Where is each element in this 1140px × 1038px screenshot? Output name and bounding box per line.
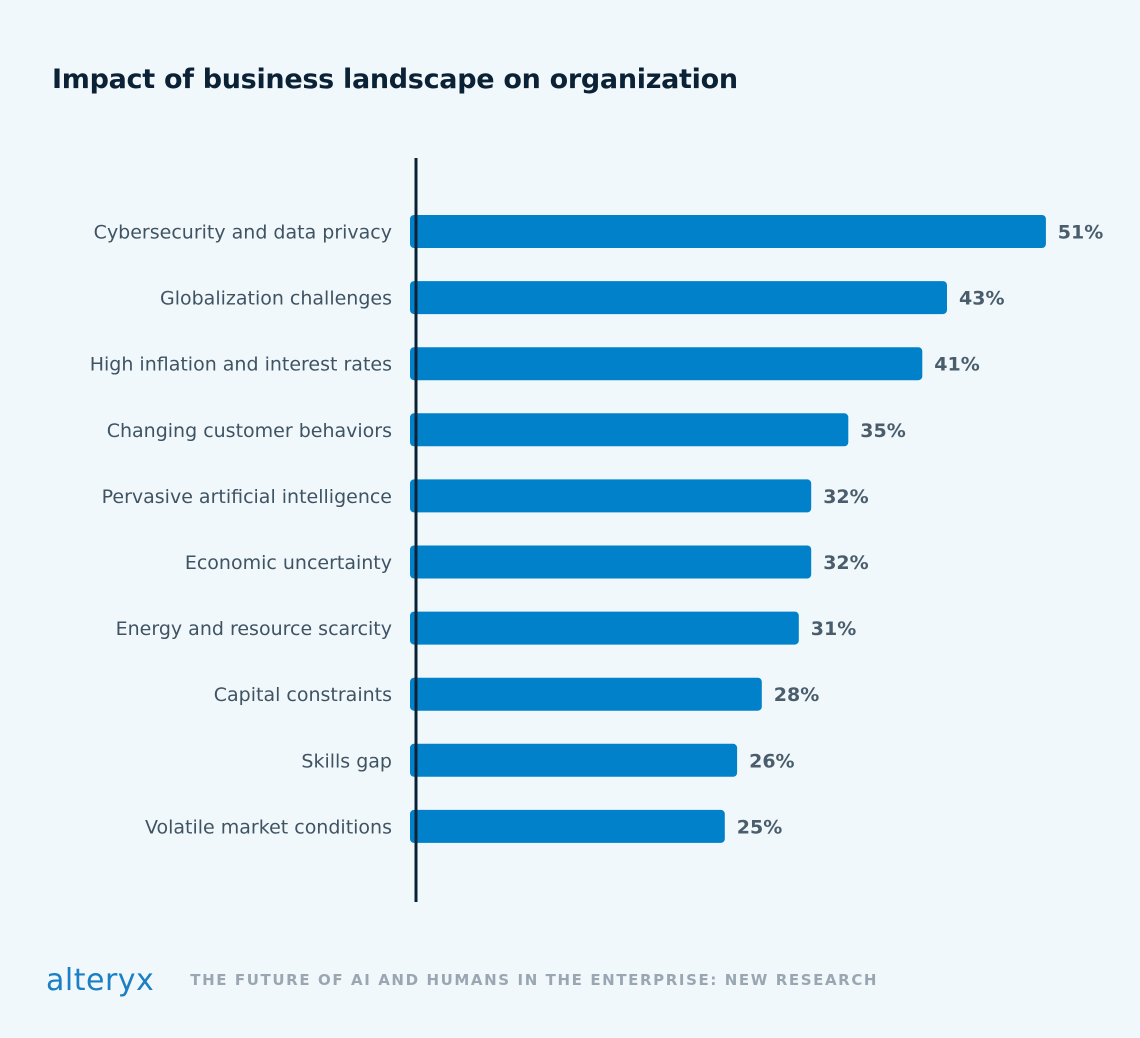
category-label: Volatile market conditions <box>145 816 392 838</box>
bar-3 <box>410 347 923 381</box>
value-label: 51% <box>1058 222 1103 244</box>
bar-5 <box>410 479 812 513</box>
bar-1 <box>410 215 1046 248</box>
category-label: Globalization challenges <box>160 288 392 310</box>
category-label: Changing customer behaviors <box>107 420 392 442</box>
bar-4 <box>410 413 849 447</box>
category-label: Economic uncertainty <box>185 552 392 574</box>
value-label: 32% <box>823 552 868 574</box>
chart-title: Impact of business landscape on organiza… <box>52 64 738 95</box>
bar-10 <box>410 809 725 843</box>
value-label: 43% <box>959 288 1004 310</box>
category-label: Cybersecurity and data privacy <box>94 222 392 244</box>
value-label: 26% <box>749 750 794 772</box>
category-label: Capital constraints <box>214 684 392 706</box>
alteryx-logo: alteryx <box>46 962 155 998</box>
value-label: 28% <box>774 684 819 706</box>
value-label: 35% <box>860 420 905 442</box>
bar-chart: Cybersecurity and data privacy 51% Globali… <box>90 158 1103 902</box>
value-label: 25% <box>737 816 782 838</box>
value-label: 31% <box>811 618 856 640</box>
category-label: Skills gap <box>301 750 392 772</box>
bar-9 <box>410 743 738 777</box>
category-label: Pervasive artificial intelligence <box>102 486 392 508</box>
footer-caption: THE FUTURE OF AI AND HUMANS IN THE ENTER… <box>190 971 879 989</box>
bar-7 <box>410 611 799 645</box>
footer: alteryx THE FUTURE OF AI AND HUMANS IN T… <box>46 958 878 1002</box>
bar-6 <box>410 545 812 579</box>
value-label: 32% <box>823 486 868 508</box>
category-label: Energy and resource scarcity <box>116 618 392 640</box>
value-label: 41% <box>934 354 979 376</box>
category-label: High inflation and interest rates <box>90 354 392 376</box>
bar-2 <box>410 281 947 315</box>
bar-8 <box>410 677 762 711</box>
